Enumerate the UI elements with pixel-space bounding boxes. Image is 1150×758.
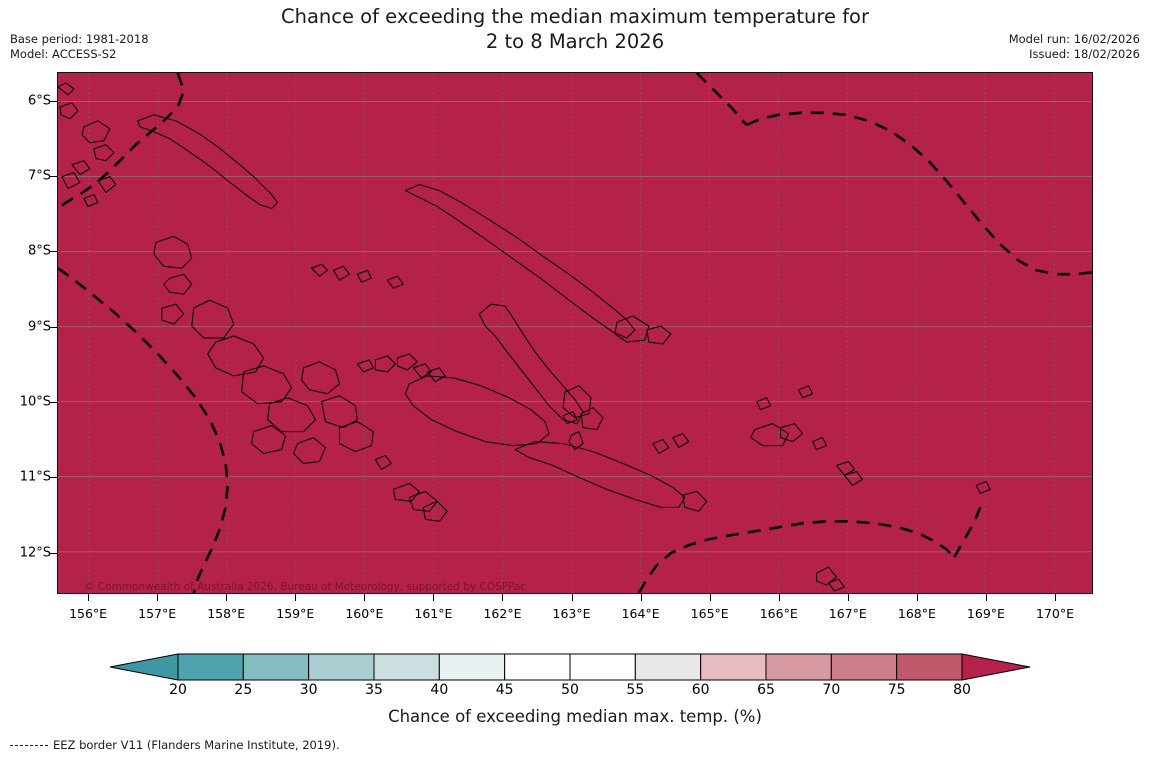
colorbar-bin [242,653,310,681]
colorbar-bin [700,653,767,681]
colorbar-tick-label: 80 [953,682,971,698]
longitude-tick-label: 161°E [414,606,453,621]
longitude-tick-mark [502,594,504,601]
colorbar-tick-label: 45 [495,682,514,698]
colorbar-caption: Chance of exceeding median max. temp. (%… [388,707,762,726]
longitude-tick-mark [571,594,573,601]
colorbar-over-arrow [961,653,1031,681]
latitude-tick-label: 6°S [27,93,51,109]
colorbar-tick-label: 60 [691,682,710,698]
colorbar-tick-label: 25 [234,682,253,698]
title-line-1: Chance of exceeding the median maximum t… [280,5,870,28]
map-canvas [58,73,1092,593]
eez-borders [58,73,1092,593]
colorbar-tick-label: 30 [299,682,318,698]
longitude-tick-label: 168°E [897,606,936,621]
longitude-tick-label: 167°E [828,606,867,621]
copyright-notice: © Commonwealth of Australia 2026, Bureau… [84,581,527,593]
colorbar-bin [896,653,963,681]
colorbar-tick-label: 35 [365,682,383,698]
colorbar-bin [308,653,375,681]
latitude-tick-mark [50,175,57,177]
longitude-tick-label: 159°E [276,606,315,621]
latitude-tick-label: 10°S [19,394,51,410]
map-plot-area: ChoiseulIsabelWesternCentralMalaitaGuada… [57,72,1093,594]
colorbar-bin [634,653,702,681]
colorbar-bin [569,653,636,681]
colorbar-bin [830,653,898,681]
latitude-tick-label: 9°S [27,319,51,335]
colorbar-swatches [109,653,1031,681]
coastlines [58,82,991,592]
colorbar-under-arrow [109,653,179,681]
longitude-tick-mark [157,594,159,601]
longitude-tick-mark [433,594,435,601]
base-period-label: Base period: 1981-2018 [10,32,149,46]
longitude-tick-mark [1055,594,1056,601]
colorbar-tick-label: 55 [626,682,645,698]
longitude-tick-label: 165°E [690,606,729,621]
issued-label: Issued: 18/02/2026 [1029,47,1140,61]
longitude-tick-mark [847,594,849,601]
vertical-gridlines [88,73,1055,593]
latitude-tick-label: 8°S [27,243,51,259]
latitude-tick-mark [50,401,57,403]
longitude-tick-mark [985,594,987,601]
colorbar-tick-label: 65 [757,682,775,698]
longitude-tick-label: 170°E [1035,606,1075,621]
horizontal-gridlines [58,100,1092,553]
metadata-right: Model run: 16/02/2026 Issued: 18/02/2026 [1009,32,1140,62]
eez-footnote: EEZ border V11 (Flanders Marine Institut… [10,738,340,752]
latitude-tick-mark [50,552,57,554]
longitude-tick-mark [778,594,780,601]
colorbar-bin [765,653,832,681]
colorbar-bin [177,653,244,681]
longitude-tick-label: 156°E [69,606,108,621]
longitude-tick-label: 166°E [759,606,798,621]
colorbar-bin [438,653,506,681]
colorbar-tick-label: 40 [430,682,449,698]
eez-footnote-text: EEZ border V11 (Flanders Marine Institut… [53,738,340,752]
longitude-tick-mark [709,594,711,601]
latitude-tick-mark [50,326,57,328]
longitude-tick-mark [640,594,642,601]
colorbar [0,650,1150,696]
colorbar-tick-label: 20 [169,682,187,698]
latitude-tick-label: 12°S [19,545,51,561]
longitude-tick-label: 169°E [966,606,1005,621]
title-line-2: 2 to 8 March 2026 [485,30,665,53]
model-label: Model: ACCESS-S2 [10,47,117,61]
latitude-tick-label: 11°S [19,469,51,485]
longitude-tick-mark [364,594,366,601]
longitude-tick-mark [88,594,90,601]
dashed-line-sample [10,744,48,746]
colorbar-tick-label: 50 [561,682,579,698]
longitude-tick-mark [226,594,228,601]
colorbar-tick-label: 70 [822,682,841,698]
colorbar-bin [373,653,440,681]
model-run-label: Model run: 16/02/2026 [1008,32,1140,46]
longitude-tick-label: 162°E [483,606,522,621]
latitude-tick-label: 7°S [27,168,51,184]
latitude-tick-mark [50,251,57,253]
latitude-tick-mark [50,100,57,102]
longitude-tick-label: 157°E [138,606,177,621]
longitude-tick-mark [295,594,297,601]
longitude-tick-label: 160°E [345,606,384,621]
page-title: Chance of exceeding the median maximum t… [0,4,1150,54]
longitude-tick-mark [916,594,918,601]
longitude-tick-label: 163°E [552,606,591,621]
latitude-tick-mark [50,477,57,479]
longitude-tick-label: 164°E [621,606,660,621]
colorbar-tick-label: 75 [887,682,906,698]
metadata-left: Base period: 1981-2018 Model: ACCESS-S2 [10,32,149,62]
longitude-tick-label: 158°E [207,606,246,621]
colorbar-bin [504,653,571,681]
